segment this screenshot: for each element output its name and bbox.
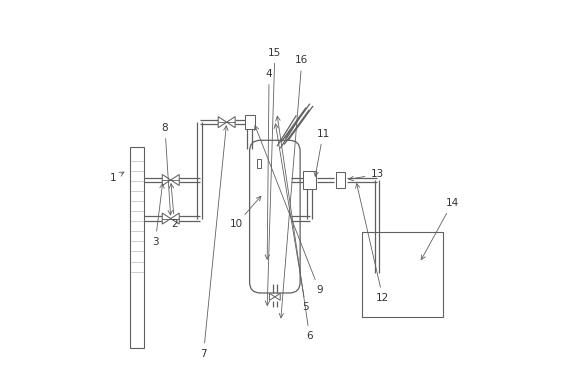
Polygon shape [162,213,171,224]
Text: 7: 7 [200,126,228,358]
Polygon shape [171,213,179,224]
Polygon shape [226,116,235,128]
Text: 1: 1 [110,172,124,183]
Text: 12: 12 [356,183,389,303]
Bar [303,171,316,189]
Bar [245,115,254,130]
Bar [130,147,144,348]
Text: 8: 8 [162,123,172,215]
Text: 14: 14 [421,198,459,260]
Text: 11: 11 [314,129,329,176]
Bar [257,159,261,168]
Text: 16: 16 [279,55,308,318]
Text: 3: 3 [152,184,164,247]
Text: 6: 6 [276,116,313,341]
Text: 9: 9 [254,126,323,295]
FancyBboxPatch shape [250,140,300,293]
Text: 4: 4 [265,69,273,259]
Polygon shape [275,293,281,300]
Polygon shape [218,116,226,128]
Bar [336,172,345,188]
Bar [362,232,443,317]
Text: 10: 10 [230,196,261,229]
Text: 5: 5 [274,124,309,312]
Polygon shape [162,175,171,185]
Text: 2: 2 [169,184,178,229]
Text: 15: 15 [265,48,282,305]
Text: 13: 13 [349,169,384,181]
Polygon shape [171,175,179,185]
Polygon shape [270,293,275,300]
